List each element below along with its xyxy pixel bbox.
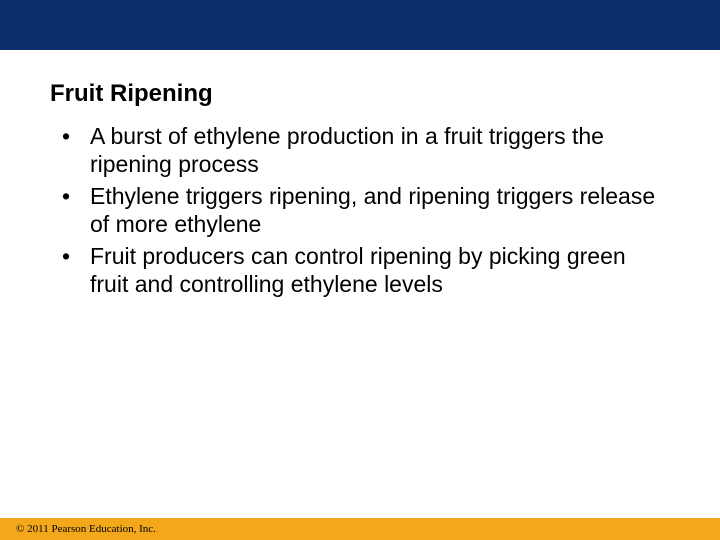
list-item: Ethylene triggers ripening, and ripening… bbox=[62, 182, 670, 238]
slide-title: Fruit Ripening bbox=[50, 80, 670, 108]
bullet-list: A burst of ethylene production in a frui… bbox=[50, 122, 670, 298]
copyright-text: © 2011 Pearson Education, Inc. bbox=[16, 523, 156, 535]
footer-bar: © 2011 Pearson Education, Inc. bbox=[0, 518, 720, 540]
slide-content: Fruit Ripening A burst of ethylene produ… bbox=[0, 50, 720, 298]
list-item: A burst of ethylene production in a frui… bbox=[62, 122, 670, 178]
list-item: Fruit producers can control ripening by … bbox=[62, 242, 670, 298]
header-bar bbox=[0, 0, 720, 50]
